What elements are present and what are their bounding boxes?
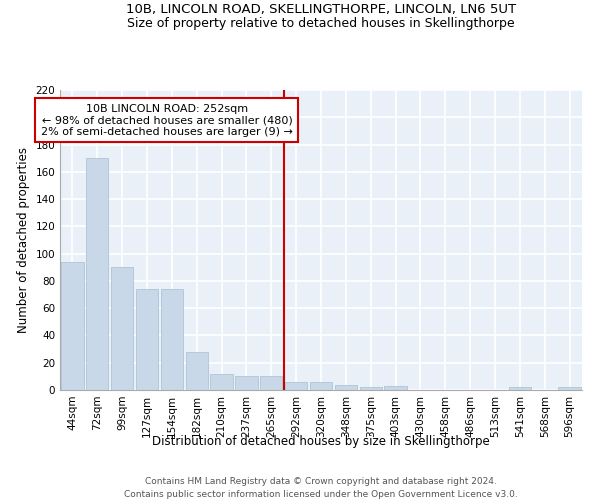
Bar [335,384,357,390]
Bar [111,268,133,390]
Bar [136,289,158,390]
Bar [161,289,183,390]
Text: 10B LINCOLN ROAD: 252sqm
← 98% of detached houses are smaller (480)
2% of semi-d: 10B LINCOLN ROAD: 252sqm ← 98% of detach… [41,104,293,137]
Text: Distribution of detached houses by size in Skellingthorpe: Distribution of detached houses by size … [152,435,490,448]
Bar [260,376,283,390]
Bar [559,388,581,390]
Bar [285,382,307,390]
Text: Contains public sector information licensed under the Open Government Licence v3: Contains public sector information licen… [124,490,518,499]
Bar [235,376,257,390]
Bar [310,382,332,390]
Y-axis label: Number of detached properties: Number of detached properties [17,147,30,333]
Bar [185,352,208,390]
Bar [385,386,407,390]
Bar [61,262,83,390]
Bar [509,388,531,390]
Bar [359,388,382,390]
Text: Contains HM Land Registry data © Crown copyright and database right 2024.: Contains HM Land Registry data © Crown c… [145,478,497,486]
Text: 10B, LINCOLN ROAD, SKELLINGTHORPE, LINCOLN, LN6 5UT: 10B, LINCOLN ROAD, SKELLINGTHORPE, LINCO… [126,2,516,16]
Bar [86,158,109,390]
Text: Size of property relative to detached houses in Skellingthorpe: Size of property relative to detached ho… [127,18,515,30]
Bar [211,374,233,390]
